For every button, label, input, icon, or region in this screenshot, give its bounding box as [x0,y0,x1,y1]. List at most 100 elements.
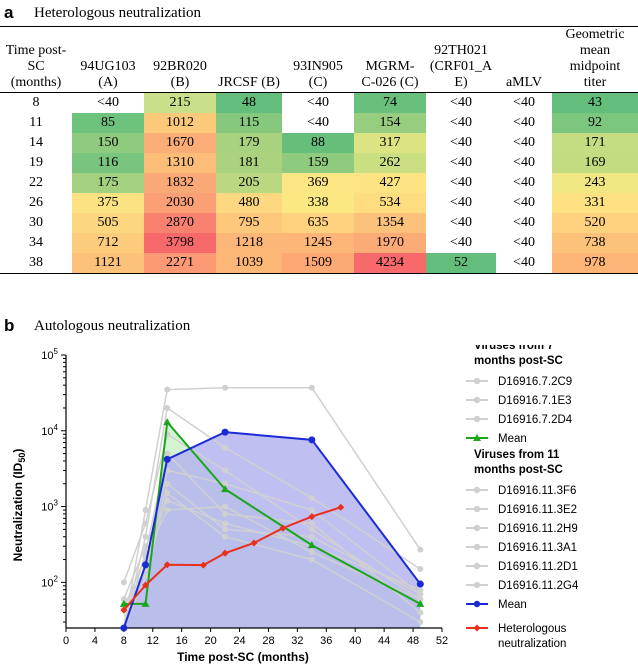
data-point [417,609,424,616]
x-tick-label: 4 [92,635,98,647]
data-point [417,566,424,573]
table-row: 14 150 1670 179 88 317 <40 <40 171 [0,133,638,153]
data-point [164,450,171,457]
titer-cell: 1245 [282,233,354,253]
legend-item: neutralization [498,638,566,650]
data-point [142,533,149,540]
titer-cell: 2030 [144,193,216,213]
data-point [163,455,171,463]
y-tick-label: 105 [41,347,58,362]
data-point [337,503,345,511]
titer-cell: 534 [354,193,426,213]
titer-cell: <40 [496,253,552,274]
legend-item: D16916.11.2G4 [498,580,579,592]
titer-cell: 369 [282,173,354,193]
titer-cell: 115 [216,113,282,133]
table-header-row: Time post- SC (months) 94UG103 (A) 92BR020 (B)… [0,26,638,93]
column-header-line: (B) [170,75,190,90]
column-header-3: JRCSF (B) [216,27,282,93]
legend-item: D16916.7.1E3 [498,395,572,407]
series-line [123,386,421,629]
legend-group-title: Viruses from 7 [474,345,554,352]
titer-cell: <40 [426,173,496,193]
data-point [221,485,230,493]
titer-cell: <40 [72,92,144,113]
data-point [417,591,424,598]
titer-cell: 1310 [144,153,216,173]
titer-cell: <40 [282,113,354,133]
titer-cell: 331 [552,193,638,213]
titer-cell: 1012 [144,113,216,133]
table-row: 30 505 2870 795 635 1354 <40 <40 520 [0,213,638,233]
x-tick-label: 40 [349,635,361,647]
data-point [120,606,128,614]
legend-item: D16916.7.2C9 [498,376,572,388]
data-point [308,494,315,501]
x-tick-label: 16 [176,635,188,647]
time-cell: 19 [29,155,43,170]
column-header-line: (C) [308,75,328,90]
titer-cell: <40 [496,113,552,133]
legend-marker [473,505,481,513]
titer-cell: 520 [552,213,638,233]
panel-b-title: Autologous neutralization [34,318,191,334]
titer-cell: 181 [216,153,282,173]
time-cell: 22 [29,175,43,190]
data-point [163,561,171,569]
titer-cell: <40 [496,92,552,113]
titer-cell: 205 [216,173,282,193]
data-point [221,549,229,557]
data-point [164,386,171,393]
titer-cell: 375 [72,193,144,213]
data-point [222,467,229,474]
titer-cell: 2870 [144,213,216,233]
legend-item: D16916.7.2D4 [498,414,573,426]
titer-cell: 92 [552,113,638,133]
titer-cell: 1832 [144,173,216,193]
titer-cell: 1354 [354,213,426,233]
titer-cell: 1670 [144,133,216,153]
column-header-line: mean [579,43,611,58]
titer-cell: 2271 [144,253,216,274]
panel-b-label: b [4,316,15,335]
time-cell: 30 [29,215,43,230]
column-header-8: Geometric mean midpoint titer [552,27,638,93]
data-point [120,596,127,603]
column-header-line: (CRF01_A [429,59,493,74]
time-cell: 11 [29,115,43,130]
titer-cell: 52 [426,253,496,274]
titer-cell: 262 [354,153,426,173]
data-point [164,404,171,411]
time-cell: 38 [0,253,72,274]
series-mean-7-months- [119,418,425,607]
data-point [417,618,424,625]
legend-marker [473,562,481,570]
titer-cell: 43 [552,92,638,113]
heterologous-neutralization-table: Time post- SC (months) 94UG103 (A) 92BR020 (B)… [0,26,638,274]
titer-cell: <40 [496,233,552,253]
table-body: 8 <40 215 48 <40 74 <40 <40 43 11 85 1012 115 <40 154 <… [0,92,638,274]
legend-marker [473,415,481,423]
column-header-0: Time post- SC (months) [0,27,72,93]
titer-cell: <40 [282,92,354,113]
legend-marker [473,486,481,494]
titer-cell: 159 [282,153,354,173]
data-point [142,520,149,527]
titer-cell: <40 [496,153,552,173]
titer-cell: 243 [552,173,638,193]
table-row: 38 1121 2271 1039 1509 4234 52 <40 978 [0,253,638,274]
data-point [221,428,229,436]
titer-cell: 712 [72,233,144,253]
titer-cell: 179 [216,133,282,153]
titer-cell: 1039 [216,253,282,274]
x-tick-label: 28 [262,635,274,647]
table-row: 8 <40 215 48 <40 74 <40 <40 43 [0,92,638,113]
column-header-6: 92TH021 (CRF01_A E) [426,27,496,93]
data-point [416,580,424,588]
x-tick-label: 24 [233,635,245,647]
titer-cell: <40 [496,173,552,193]
series-heterologous-neutralization [120,503,345,614]
y-tick-label: 103 [41,499,58,514]
series-line [123,452,421,629]
legend-item: D16916.11.2H9 [498,523,578,535]
